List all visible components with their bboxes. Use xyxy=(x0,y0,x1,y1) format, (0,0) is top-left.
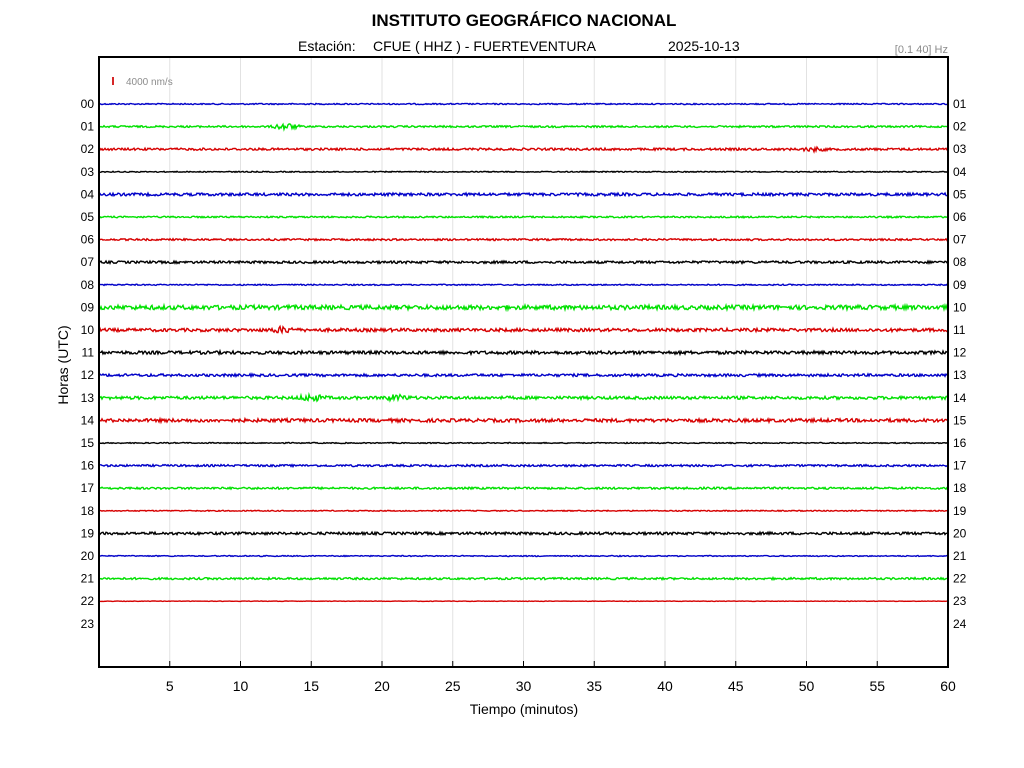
trace-hour-09 xyxy=(98,302,949,313)
trace-hour-03 xyxy=(98,170,949,174)
right-tick-label: 18 xyxy=(953,481,967,495)
right-tick-label: 22 xyxy=(953,572,967,586)
left-tick-label: 02 xyxy=(81,142,95,156)
x-tick-label: 50 xyxy=(799,678,815,694)
left-tick-label: 19 xyxy=(81,526,95,540)
right-tick-label: 02 xyxy=(953,120,967,134)
chart-title: INSTITUTO GEOGRÁFICO NACIONAL xyxy=(372,11,677,30)
scale-label: 4000 nm/s xyxy=(126,77,173,88)
station-name: CFUE ( HHZ ) - FUERTEVENTURA xyxy=(373,38,597,54)
x-tick-label: 45 xyxy=(728,678,744,694)
trace-hour-11 xyxy=(98,348,949,357)
trace-hour-15 xyxy=(98,441,949,445)
right-tick-label: 08 xyxy=(953,255,967,269)
left-hour-ticks: 00 01 02 03 04 05 06 07 08 09 10 11 12 13 14 15 16 17 18 19… xyxy=(81,97,95,631)
left-tick-label: 11 xyxy=(82,346,95,360)
x-tick-label: 15 xyxy=(303,678,319,694)
left-tick-label: 06 xyxy=(81,233,95,247)
x-axis-label: Tiempo (minutos) xyxy=(470,701,578,717)
left-tick-label: 04 xyxy=(81,187,95,201)
right-tick-label: 17 xyxy=(953,459,967,473)
right-tick-label: 06 xyxy=(953,210,967,224)
right-tick-label: 23 xyxy=(953,594,967,608)
right-tick-label: 19 xyxy=(953,504,967,518)
right-tick-label: 07 xyxy=(953,233,967,247)
seismic-traces xyxy=(98,102,949,603)
left-tick-label: 15 xyxy=(81,436,95,450)
filter-band: [0.1 40] Hz xyxy=(895,44,948,56)
x-tick-label: 25 xyxy=(445,678,461,694)
trace-hour-05 xyxy=(98,214,949,220)
trace-hour-18 xyxy=(98,509,949,513)
left-tick-label: 12 xyxy=(81,368,95,382)
y-axis-label: Horas (UTC) xyxy=(55,325,71,404)
right-tick-label: 10 xyxy=(953,300,967,314)
right-tick-label: 01 xyxy=(953,97,967,111)
right-tick-label: 16 xyxy=(953,436,967,450)
trace-hour-17 xyxy=(98,485,949,491)
trace-hour-21 xyxy=(98,576,948,582)
trace-hour-01 xyxy=(98,122,949,132)
left-tick-label: 18 xyxy=(81,504,95,518)
trace-hour-20 xyxy=(98,554,949,558)
grid-lines xyxy=(169,57,878,667)
trace-hour-13 xyxy=(98,391,949,403)
right-tick-label: 20 xyxy=(953,526,967,540)
trace-hour-02 xyxy=(98,145,949,154)
record-date: 2025-10-13 xyxy=(668,38,740,54)
x-tick-label: 20 xyxy=(374,678,390,694)
trace-hour-14 xyxy=(98,416,949,425)
left-tick-label: 14 xyxy=(81,413,95,427)
left-tick-label: 00 xyxy=(81,97,95,111)
trace-hour-16 xyxy=(98,463,949,469)
x-tick-label: 55 xyxy=(869,678,885,694)
trace-hour-04 xyxy=(98,191,949,198)
right-tick-label: 13 xyxy=(953,368,967,382)
right-tick-label: 11 xyxy=(953,323,966,337)
left-tick-label: 09 xyxy=(81,300,95,314)
left-tick-label: 01 xyxy=(81,120,95,134)
trace-hour-07 xyxy=(98,259,949,266)
trace-hour-10 xyxy=(98,324,949,335)
trace-hour-19 xyxy=(98,530,949,537)
left-tick-label: 22 xyxy=(81,594,95,608)
left-tick-label: 23 xyxy=(81,617,95,631)
left-tick-label: 08 xyxy=(81,278,95,292)
trace-hour-00 xyxy=(98,102,949,106)
left-tick-label: 07 xyxy=(81,255,95,269)
x-tick-label: 30 xyxy=(516,678,532,694)
left-tick-label: 05 xyxy=(81,210,95,224)
x-tick-label: 60 xyxy=(940,678,956,694)
left-tick-label: 21 xyxy=(81,572,95,586)
left-tick-label: 13 xyxy=(81,391,95,405)
x-tick-label: 5 xyxy=(166,678,174,694)
x-tick-label: 35 xyxy=(586,678,602,694)
x-axis-ticks: 5 10 15 20 25 30 35 40 45 50 55 60 xyxy=(166,661,956,694)
left-tick-label: 16 xyxy=(81,459,95,473)
x-tick-label: 10 xyxy=(233,678,249,694)
right-tick-label: 09 xyxy=(953,278,967,292)
left-tick-label: 10 xyxy=(81,323,95,337)
right-tick-label: 24 xyxy=(953,617,967,631)
left-tick-label: 03 xyxy=(81,165,95,179)
left-tick-label: 20 xyxy=(81,549,95,563)
right-hour-ticks: 01 02 03 04 05 06 07 08 09 10 11 12 13 14 15 16 17 18 19 20… xyxy=(953,97,967,631)
right-tick-label: 14 xyxy=(953,391,967,405)
right-tick-label: 03 xyxy=(953,142,967,156)
trace-hour-06 xyxy=(98,237,949,242)
right-tick-label: 15 xyxy=(953,413,967,427)
trace-hour-08 xyxy=(98,283,949,287)
trace-hour-12 xyxy=(98,372,949,379)
right-tick-label: 12 xyxy=(953,346,967,360)
x-tick-label: 40 xyxy=(657,678,673,694)
right-tick-label: 21 xyxy=(953,549,967,563)
left-tick-label: 17 xyxy=(81,481,95,495)
right-tick-label: 04 xyxy=(953,165,967,179)
station-prefix: Estación: xyxy=(298,38,356,54)
right-tick-label: 05 xyxy=(953,187,967,201)
scale-bar xyxy=(112,77,114,85)
